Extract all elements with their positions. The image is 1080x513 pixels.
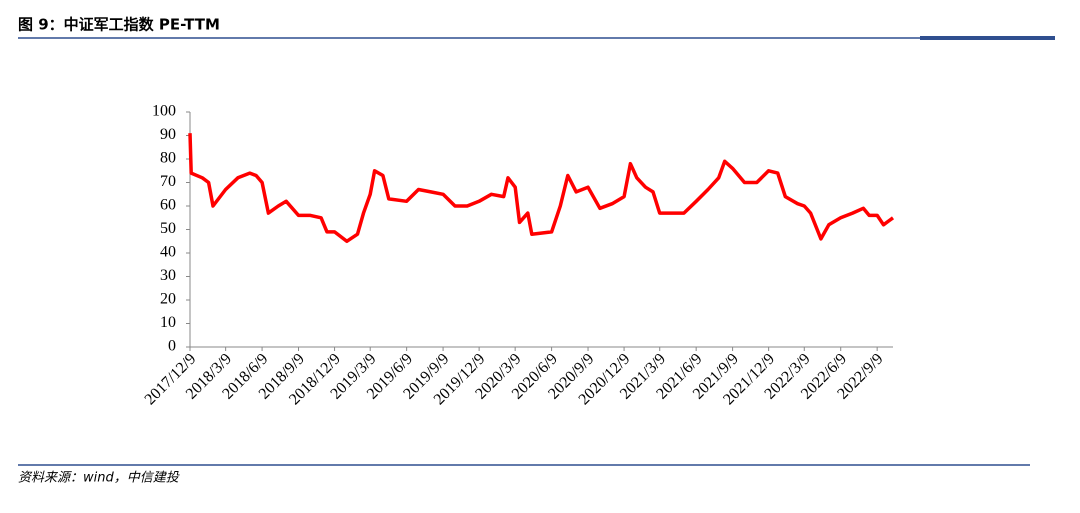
y-tick-label: 60 xyxy=(160,197,176,214)
y-tick-label: 30 xyxy=(160,267,176,284)
y-tick-label: 90 xyxy=(160,126,176,143)
y-tick-label: 40 xyxy=(160,244,176,261)
y-tick-label: 0 xyxy=(168,338,176,355)
y-tick-label: 100 xyxy=(152,103,176,120)
y-tick-label: 20 xyxy=(160,291,176,308)
y-tick-label: 50 xyxy=(160,220,176,237)
y-tick-label: 80 xyxy=(160,150,176,167)
chart-title: 图 9：中证军工指数 PE-TTM xyxy=(18,16,220,34)
y-tick-label: 70 xyxy=(160,173,176,190)
y-tick-label: 10 xyxy=(160,314,176,331)
source: 资料来源：wind，中信建投 xyxy=(18,471,180,486)
data-line xyxy=(188,133,895,244)
